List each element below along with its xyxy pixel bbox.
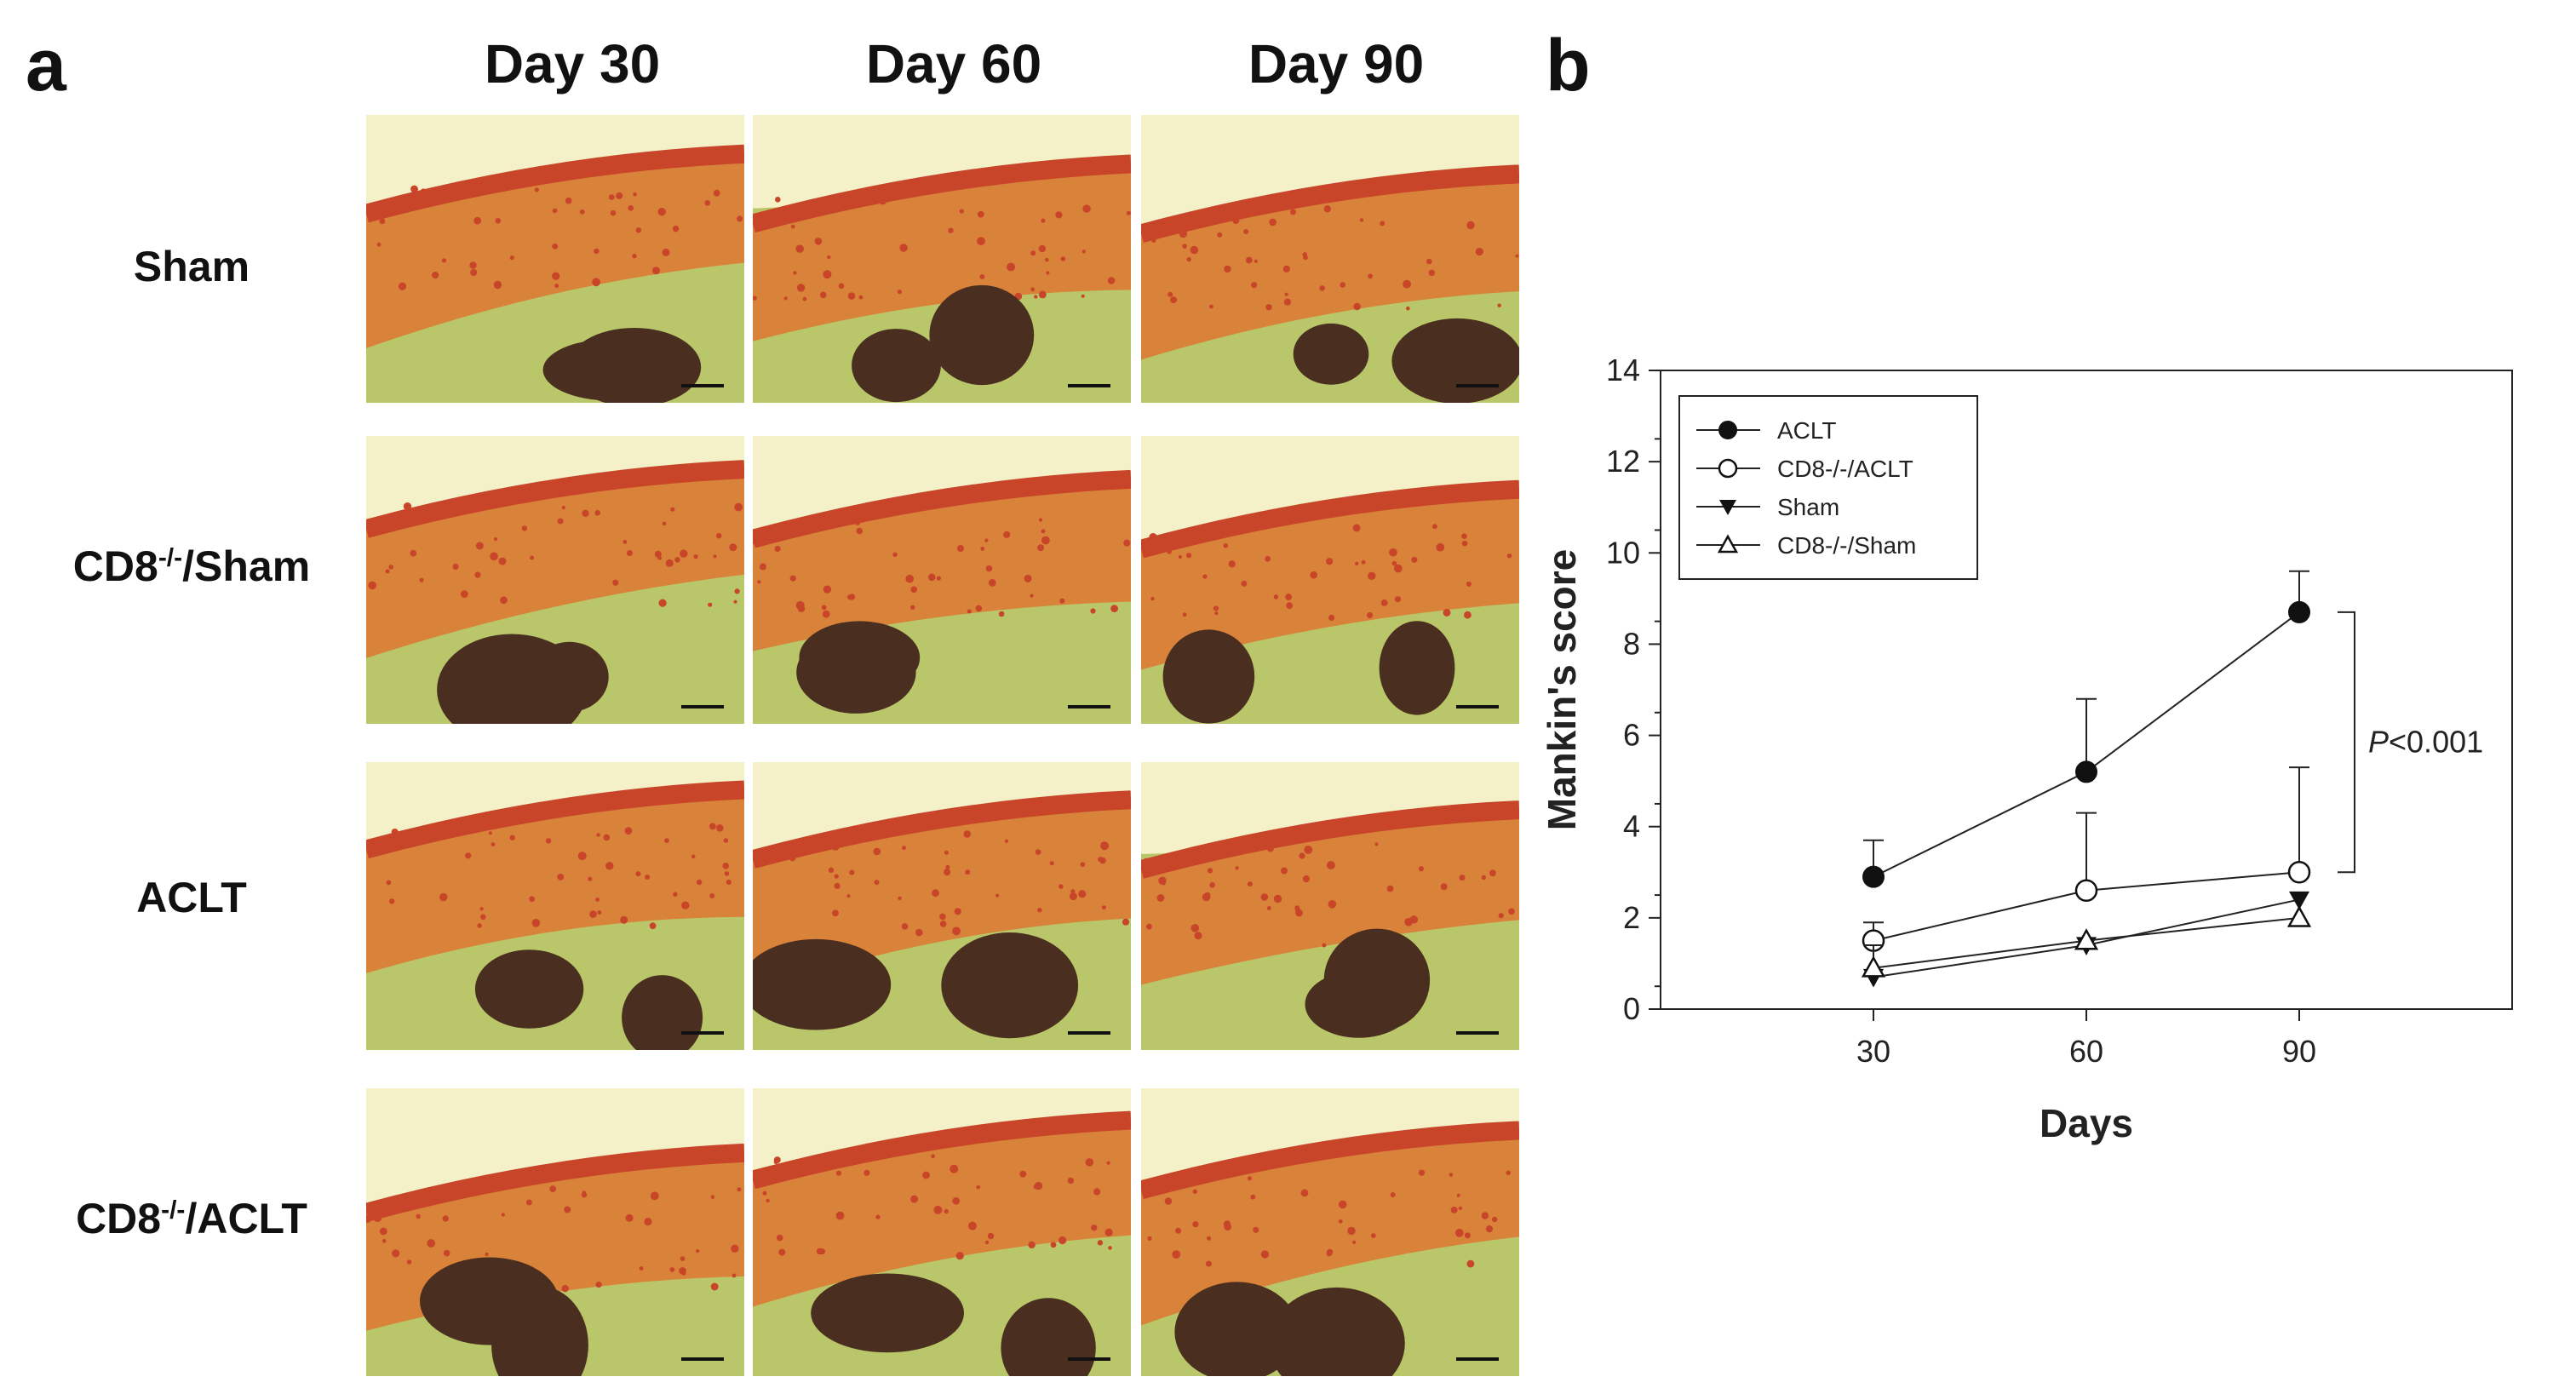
data-point	[2286, 905, 2312, 927]
histology-image-r1-c3	[1141, 115, 1519, 403]
histology-image-r4-c2	[753, 1088, 1131, 1376]
histology-image-r4-c1	[366, 1088, 744, 1376]
histology-image-r4-c3	[1141, 1088, 1519, 1376]
x-tick-label: 60	[2069, 1034, 2103, 1069]
y-axis-label: Mankin's score	[1540, 549, 1584, 831]
x-tick-label: 90	[2282, 1034, 2316, 1069]
significance-bracket	[2338, 611, 2355, 874]
y-tick-label: 8	[1623, 626, 1640, 661]
row-label-cd8-sham: CD8-/-/Sham	[72, 542, 311, 590]
y-tick-label: 12	[1606, 444, 1640, 479]
x-axis-label: Days	[2040, 1101, 2133, 1145]
data-point	[1862, 865, 1885, 888]
histology-image-r3-c1	[366, 762, 744, 1050]
series-0	[1862, 570, 2310, 888]
legend-label: CD8-/-/Sham	[1777, 532, 1916, 559]
p-value-label: P<0.001	[2368, 725, 2483, 760]
y-tick-label: 4	[1623, 809, 1640, 844]
legend-marker	[1718, 421, 1737, 439]
panel-a-label: a	[26, 25, 66, 106]
mankin-score-chart: 0 2 4 6 8 10 12 14 30 60 90 Days Mankin's score ACLT…	[1540, 353, 2513, 1145]
histology-image-r3-c3	[1141, 762, 1519, 1050]
histology-image-r1-c1	[366, 115, 744, 403]
y-tick-label: 10	[1606, 535, 1640, 570]
histology-image-r2-c2	[753, 436, 1131, 724]
data-point	[2287, 861, 2311, 884]
legend-marker	[1718, 458, 1738, 479]
data-point	[2288, 600, 2310, 623]
legend-label: Sham	[1777, 494, 1839, 520]
histology-image-r3-c2	[753, 762, 1131, 1050]
histology-image-r2-c3	[1141, 436, 1519, 724]
row-label-aclt: ACLT	[136, 874, 247, 921]
series-3	[1861, 905, 2312, 978]
histology-image-r1-c2	[753, 115, 1131, 403]
y-tick-label: 14	[1606, 353, 1640, 387]
data-point	[2075, 760, 2097, 783]
data-point	[2289, 891, 2309, 910]
histology-image-r2-c1	[366, 436, 744, 724]
y-tick-label: 0	[1623, 991, 1640, 1026]
data-point	[2074, 879, 2098, 902]
panel-b-label: b	[1546, 25, 1591, 106]
legend-label: CD8-/-/ACLT	[1777, 456, 1913, 482]
y-tick-label: 6	[1623, 718, 1640, 753]
row-label-cd8-aclt: CD8-/-/ACLT	[76, 1195, 307, 1242]
legend-label: ACLT	[1777, 417, 1837, 444]
column-header-day-90: Day 90	[1248, 33, 1425, 95]
x-tick-label: 30	[1856, 1034, 1890, 1069]
column-header-day-60: Day 60	[865, 33, 1042, 95]
data-point	[1861, 955, 1886, 978]
column-header-day-30: Day 30	[484, 33, 661, 95]
legend-marker	[1717, 534, 1739, 554]
data-point	[2074, 928, 2099, 950]
y-tick-label: 2	[1623, 900, 1640, 935]
legend-marker	[1719, 500, 1736, 515]
row-label-sham: Sham	[133, 243, 250, 290]
